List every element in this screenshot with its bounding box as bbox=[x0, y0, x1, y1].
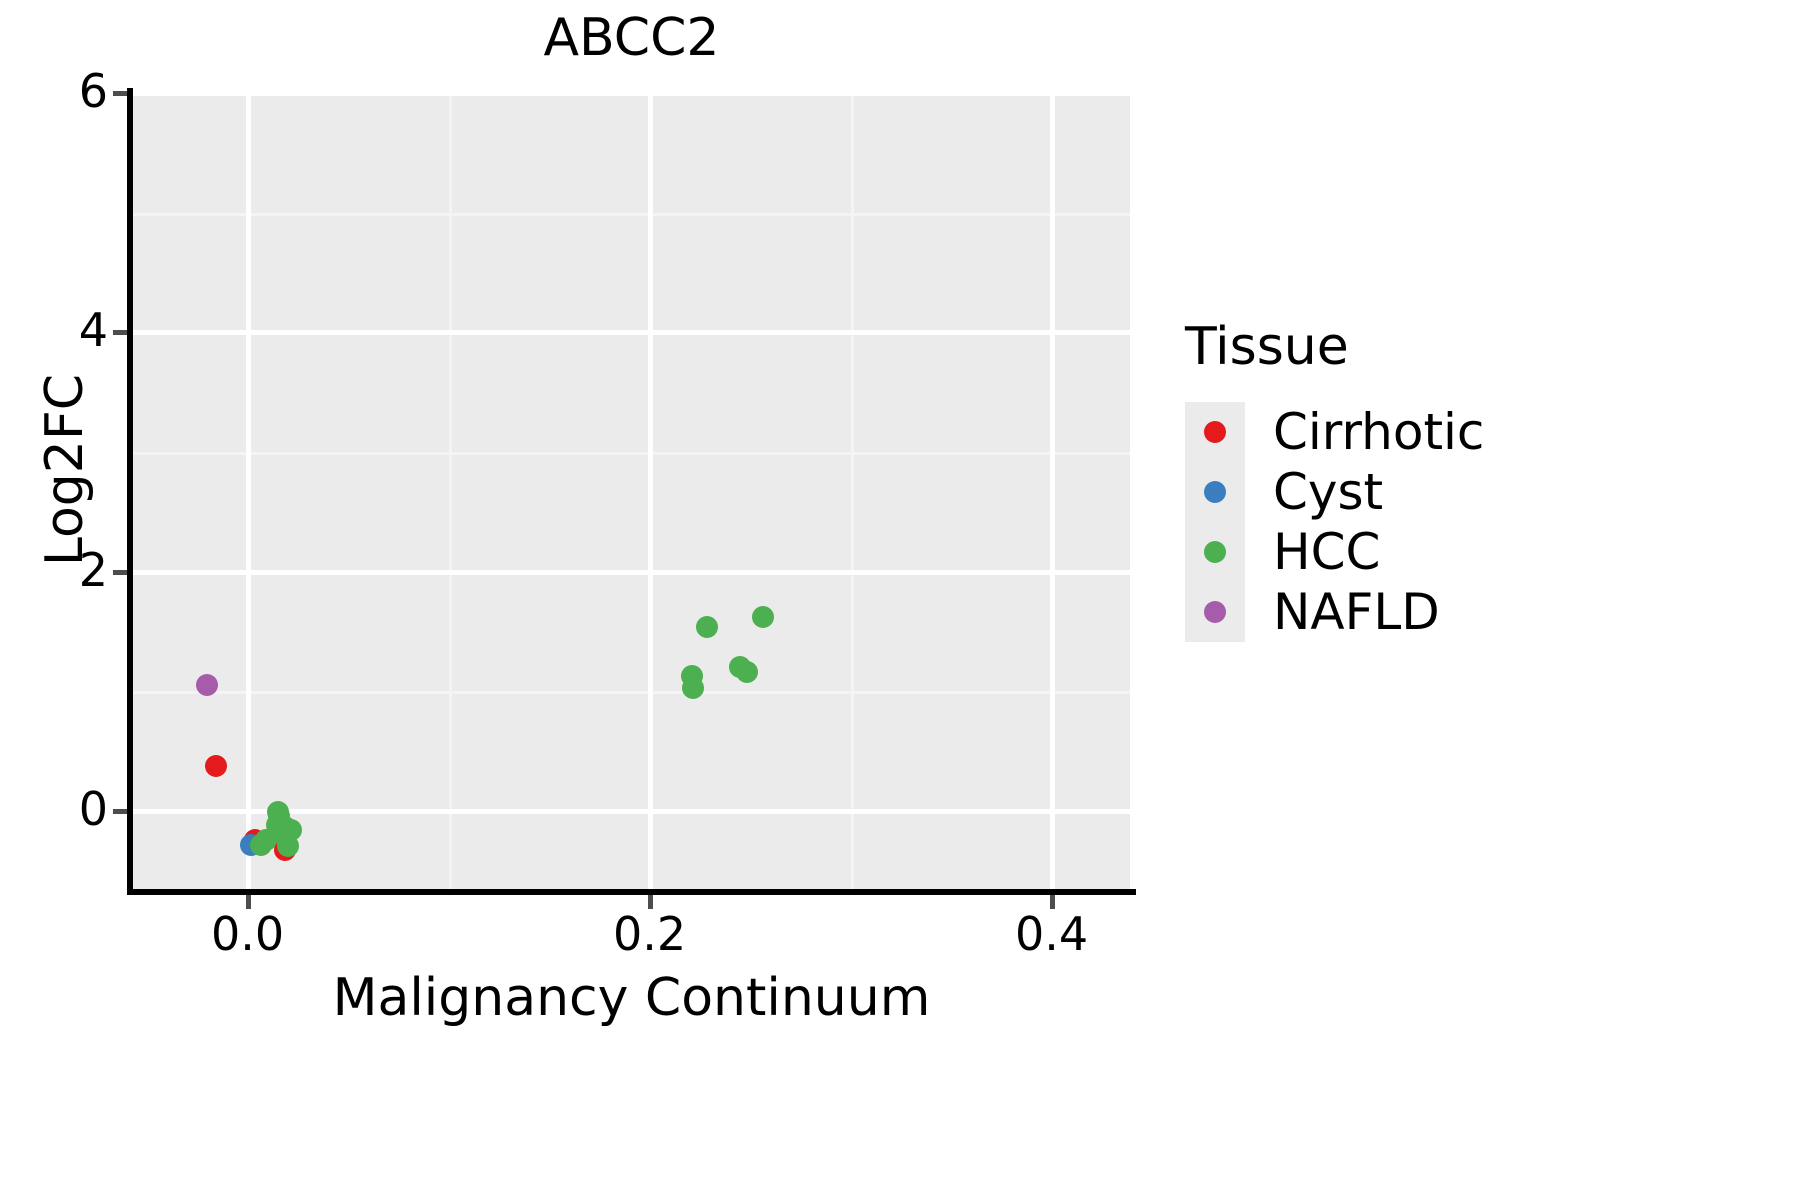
legend-key bbox=[1185, 402, 1245, 462]
grid-line-minor-vertical bbox=[850, 93, 854, 890]
grid-line-horizontal bbox=[133, 93, 1130, 96]
legend-dot-icon bbox=[1204, 421, 1226, 443]
y-axis-label: Log2FC bbox=[35, 373, 95, 567]
legend-item-label: NAFLD bbox=[1273, 583, 1440, 641]
legend: Tissue Cirrhotic Cyst HCC NAFLD bbox=[1185, 318, 1745, 642]
x-tick-label: 0.2 bbox=[613, 907, 687, 961]
y-tick-label: 0 bbox=[78, 782, 108, 837]
grid-line-minor-vertical bbox=[448, 93, 452, 890]
grid-line-vertical bbox=[1049, 93, 1055, 890]
data-point bbox=[276, 835, 299, 858]
grid-line-horizontal bbox=[133, 330, 1130, 336]
legend-dot-icon bbox=[1204, 601, 1226, 623]
legend-key bbox=[1185, 462, 1245, 522]
x-axis-label: Malignancy Continuum bbox=[332, 968, 931, 1028]
legend-dot-icon bbox=[1204, 541, 1226, 563]
grid-line-minor-horizontal bbox=[133, 691, 1130, 695]
y-tick bbox=[113, 809, 127, 815]
data-point bbox=[736, 661, 759, 684]
page-title: ABCC2 bbox=[543, 8, 720, 68]
grid-line-minor-horizontal bbox=[133, 452, 1130, 455]
grid-line-vertical bbox=[647, 93, 653, 890]
grid-line-horizontal bbox=[133, 569, 1130, 575]
x-tick bbox=[1049, 895, 1055, 909]
x-axis-line bbox=[127, 889, 1136, 895]
legend-items: Cirrhotic Cyst HCC NAFLD bbox=[1185, 402, 1745, 642]
legend-item-cirrhotic[interactable]: Cirrhotic bbox=[1185, 402, 1745, 462]
x-tick bbox=[647, 895, 653, 909]
x-tick-label: 0.0 bbox=[210, 907, 285, 961]
data-point bbox=[205, 754, 228, 777]
grid-line-minor-horizontal bbox=[133, 212, 1130, 216]
legend-item-cyst[interactable]: Cyst bbox=[1185, 462, 1745, 522]
data-point bbox=[196, 674, 219, 697]
y-tick-label: 2 bbox=[78, 542, 108, 597]
legend-dot-icon bbox=[1204, 481, 1226, 503]
legend-key bbox=[1185, 582, 1245, 642]
y-tick-label: 6 bbox=[78, 64, 108, 118]
y-axis-line bbox=[127, 88, 133, 895]
plot-panel bbox=[133, 93, 1130, 890]
grid-line-horizontal bbox=[133, 809, 1130, 815]
data-point bbox=[752, 606, 775, 629]
y-tick bbox=[113, 330, 127, 336]
x-tick bbox=[245, 895, 251, 909]
data-point bbox=[695, 615, 718, 638]
legend-item-label: Cyst bbox=[1273, 463, 1384, 521]
legend-title: Tissue bbox=[1185, 317, 1349, 377]
legend-key bbox=[1185, 522, 1245, 582]
legend-item-label: Cirrhotic bbox=[1273, 403, 1485, 461]
y-tick bbox=[113, 91, 127, 96]
legend-item-nafld[interactable]: NAFLD bbox=[1185, 582, 1745, 642]
grid-line-vertical bbox=[245, 93, 251, 890]
y-tick-label: 4 bbox=[78, 303, 108, 358]
y-tick bbox=[113, 569, 127, 575]
legend-item-label: HCC bbox=[1273, 523, 1381, 581]
data-point bbox=[681, 676, 704, 699]
data-point bbox=[280, 818, 303, 841]
legend-item-hcc[interactable]: HCC bbox=[1185, 522, 1745, 582]
x-tick-label: 0.4 bbox=[1015, 907, 1089, 961]
data-point bbox=[249, 834, 272, 857]
